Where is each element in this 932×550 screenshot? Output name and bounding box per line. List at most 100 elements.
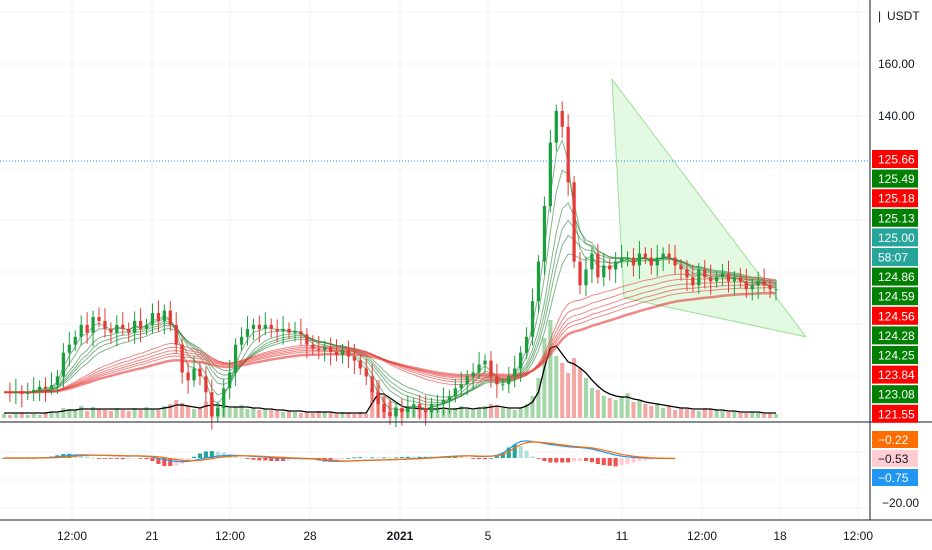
candle-body[interactable]	[251, 324, 256, 329]
candle-body[interactable]	[501, 384, 505, 386]
candle-body[interactable]	[489, 360, 493, 377]
candle-body[interactable]	[602, 265, 606, 278]
macd-pane[interactable]	[1, 440, 678, 467]
candle-body[interactable]	[115, 324, 119, 333]
candle-body[interactable]	[679, 265, 683, 270]
candle-body[interactable]	[435, 404, 440, 406]
candle-body[interactable]	[67, 344, 71, 353]
candle-body[interactable]	[661, 253, 665, 258]
candle-body[interactable]	[299, 331, 303, 335]
candle-body[interactable]	[560, 110, 564, 127]
candle-body[interactable]	[317, 348, 321, 351]
candle-body[interactable]	[441, 400, 446, 405]
candle-body[interactable]	[519, 352, 523, 369]
candle-body[interactable]	[26, 392, 30, 394]
candle-body[interactable]	[144, 324, 149, 329]
candle-body[interactable]	[32, 389, 36, 393]
candle-body[interactable]	[471, 372, 475, 377]
candle-body[interactable]	[685, 269, 689, 278]
candle-body[interactable]	[732, 277, 737, 282]
candle-body[interactable]	[133, 320, 137, 333]
candle-body[interactable]	[507, 376, 511, 385]
candle-body[interactable]	[578, 261, 582, 286]
candle-body[interactable]	[38, 386, 42, 390]
candle-body[interactable]	[305, 334, 309, 345]
candle-body[interactable]	[186, 372, 190, 381]
candle-body[interactable]	[667, 253, 671, 258]
candle-body[interactable]	[614, 261, 618, 270]
candle-body[interactable]	[323, 347, 327, 351]
candle-body[interactable]	[572, 182, 576, 262]
candle-body[interactable]	[180, 344, 184, 373]
candle-body[interactable]	[55, 376, 60, 386]
candle-body[interactable]	[222, 388, 226, 409]
candle-body[interactable]	[43, 386, 48, 389]
candle-body[interactable]	[346, 350, 351, 357]
candle-body[interactable]	[590, 253, 594, 270]
candle-body[interactable]	[150, 313, 155, 325]
candle-body[interactable]	[691, 277, 695, 286]
candle-body[interactable]	[762, 281, 766, 286]
candle-body[interactable]	[269, 324, 273, 329]
candle-body[interactable]	[370, 376, 374, 393]
candle-body[interactable]	[109, 328, 113, 333]
candle-body[interactable]	[156, 313, 161, 321]
candle-body[interactable]	[744, 281, 748, 290]
candle-body[interactable]	[596, 253, 600, 278]
candle-body[interactable]	[293, 331, 297, 333]
triangle-pattern[interactable]	[611, 77, 808, 338]
candle-body[interactable]	[210, 392, 214, 417]
candle-body[interactable]	[649, 257, 653, 266]
candle-body[interactable]	[619, 257, 624, 262]
candle-body[interactable]	[774, 289, 778, 291]
candle-body[interactable]	[198, 368, 202, 377]
candle-body[interactable]	[483, 360, 487, 365]
candle-body[interactable]	[352, 356, 356, 361]
candle-body[interactable]	[608, 265, 612, 270]
candle-body[interactable]	[418, 404, 422, 409]
candle-body[interactable]	[643, 253, 647, 258]
candle-body[interactable]	[429, 404, 434, 413]
candle-body[interactable]	[447, 396, 452, 401]
candlesticks[interactable]	[8, 101, 778, 430]
triangle-drawing[interactable]	[611, 77, 808, 338]
candle-body[interactable]	[530, 301, 535, 337]
candle-body[interactable]	[257, 324, 261, 329]
candle-body[interactable]	[536, 261, 541, 302]
time-axis[interactable]: 12:00 21 12:00 28 2021 5 11 12:00 18 12:00	[57, 529, 873, 543]
candle-body[interactable]	[714, 277, 719, 282]
candle-body[interactable]	[631, 257, 636, 266]
candle-body[interactable]	[424, 408, 428, 413]
candle-body[interactable]	[637, 253, 642, 266]
candle-body[interactable]	[364, 368, 368, 377]
candle-body[interactable]	[673, 257, 677, 266]
candle-body[interactable]	[542, 206, 547, 262]
candle-body[interactable]	[655, 257, 659, 266]
candle-body[interactable]	[138, 320, 143, 329]
candle-body[interactable]	[388, 412, 392, 417]
candle-body[interactable]	[8, 392, 12, 394]
candle-body[interactable]	[127, 328, 131, 333]
candle-body[interactable]	[340, 350, 345, 356]
candle-body[interactable]	[394, 408, 398, 417]
candle-body[interactable]	[20, 391, 24, 394]
candle-body[interactable]	[287, 328, 291, 333]
candle-body[interactable]	[513, 368, 517, 377]
candle-body[interactable]	[625, 257, 630, 259]
candle-body[interactable]	[263, 324, 267, 329]
candle-body[interactable]	[334, 351, 339, 356]
candle-body[interactable]	[311, 344, 315, 349]
candle-body[interactable]	[750, 285, 754, 290]
candle-body[interactable]	[382, 404, 386, 413]
candle-body[interactable]	[709, 277, 713, 282]
candle-body[interactable]	[97, 316, 101, 321]
candle-body[interactable]	[228, 372, 232, 389]
candle-body[interactable]	[121, 324, 125, 329]
candle-body[interactable]	[703, 269, 707, 278]
candle-body[interactable]	[548, 142, 552, 207]
candle-body[interactable]	[406, 408, 410, 413]
candle-body[interactable]	[281, 328, 285, 332]
candle-body[interactable]	[233, 344, 238, 373]
candle-body[interactable]	[245, 328, 250, 337]
